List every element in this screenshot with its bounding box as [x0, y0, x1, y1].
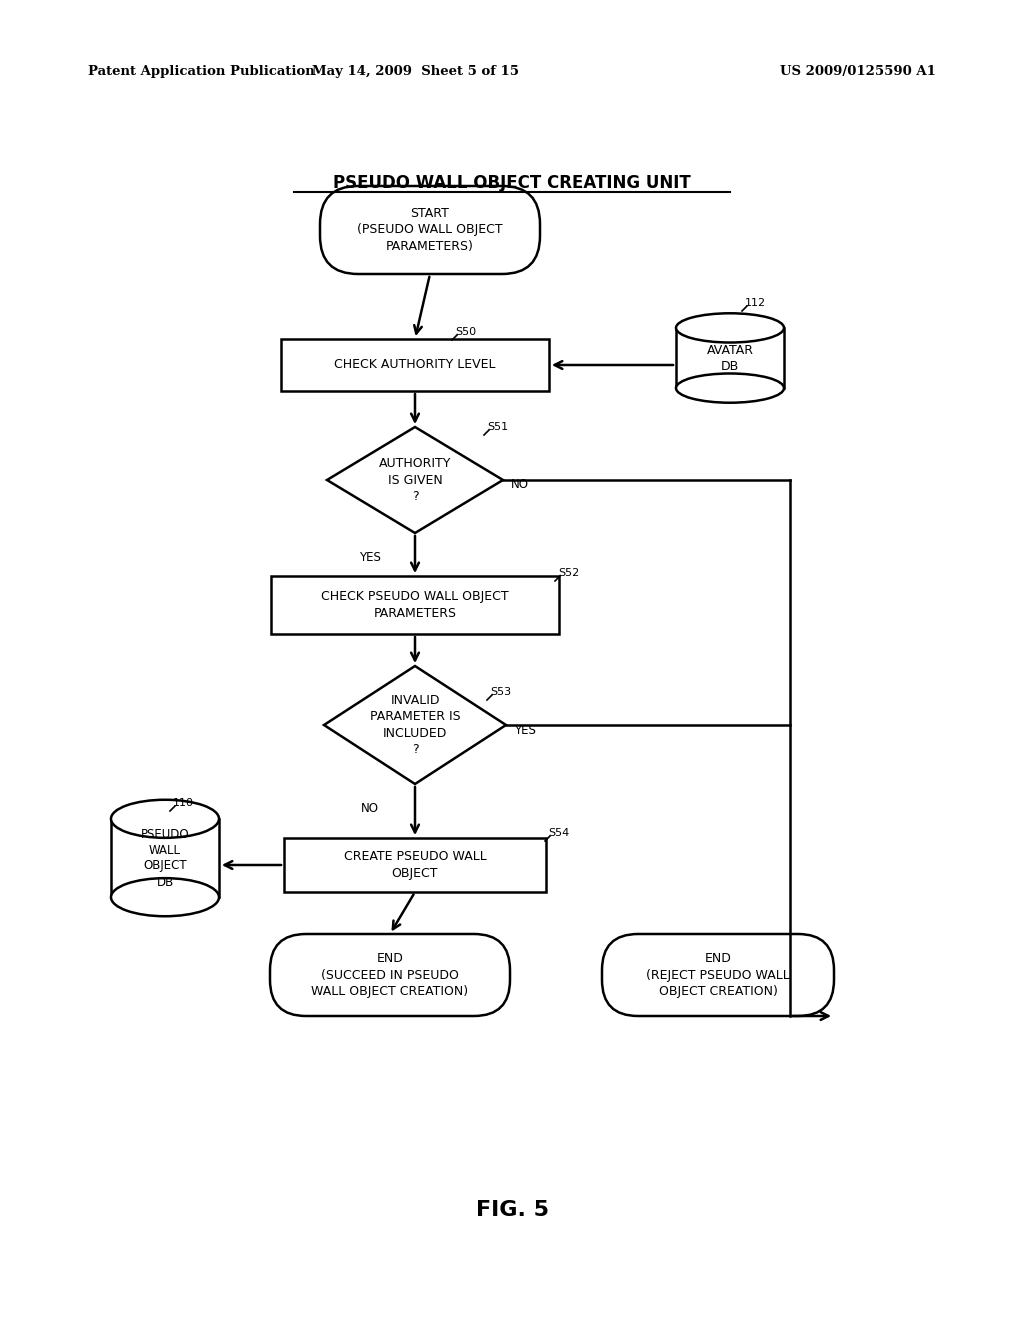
Bar — [284, 838, 546, 892]
Text: S54: S54 — [548, 828, 569, 838]
Ellipse shape — [111, 800, 219, 838]
Ellipse shape — [676, 313, 784, 342]
Text: May 14, 2009  Sheet 5 of 15: May 14, 2009 Sheet 5 of 15 — [311, 66, 518, 78]
Bar — [281, 339, 549, 391]
Text: NO: NO — [511, 479, 529, 491]
Text: PSEUDO
WALL
OBJECT
DB: PSEUDO WALL OBJECT DB — [140, 828, 189, 888]
Polygon shape — [324, 667, 506, 784]
Text: CHECK AUTHORITY LEVEL: CHECK AUTHORITY LEVEL — [334, 359, 496, 371]
Text: AUTHORITY
IS GIVEN
?: AUTHORITY IS GIVEN ? — [379, 457, 452, 503]
Bar — [271, 576, 559, 634]
Text: 112: 112 — [745, 298, 766, 308]
Text: NO: NO — [361, 803, 379, 814]
FancyBboxPatch shape — [602, 935, 834, 1016]
Text: PSEUDO WALL OBJECT CREATING UNIT: PSEUDO WALL OBJECT CREATING UNIT — [333, 174, 691, 191]
Text: END
(REJECT PSEUDO WALL
OBJECT CREATION): END (REJECT PSEUDO WALL OBJECT CREATION) — [646, 952, 790, 998]
Ellipse shape — [111, 878, 219, 916]
Text: AVATAR
DB: AVATAR DB — [707, 343, 754, 372]
Text: S52: S52 — [558, 568, 580, 578]
Polygon shape — [327, 426, 503, 533]
FancyBboxPatch shape — [319, 186, 540, 275]
Text: INVALID
PARAMETER IS
INCLUDED
?: INVALID PARAMETER IS INCLUDED ? — [370, 694, 461, 756]
Ellipse shape — [676, 313, 784, 342]
Text: S50: S50 — [455, 327, 476, 337]
Text: S51: S51 — [487, 422, 508, 432]
Text: YES: YES — [514, 723, 536, 737]
Text: CREATE PSEUDO WALL
OBJECT: CREATE PSEUDO WALL OBJECT — [344, 850, 486, 879]
Bar — [676, 327, 784, 388]
Text: FIG. 5: FIG. 5 — [475, 1200, 549, 1220]
Bar — [111, 818, 219, 898]
Text: END
(SUCCEED IN PSEUDO
WALL OBJECT CREATION): END (SUCCEED IN PSEUDO WALL OBJECT CREAT… — [311, 952, 469, 998]
Ellipse shape — [111, 800, 219, 838]
FancyBboxPatch shape — [270, 935, 510, 1016]
Text: S53: S53 — [490, 686, 511, 697]
Ellipse shape — [676, 374, 784, 403]
Text: US 2009/0125590 A1: US 2009/0125590 A1 — [780, 66, 936, 78]
Text: 110: 110 — [173, 799, 194, 808]
Text: START
(PSEUDO WALL OBJECT
PARAMETERS): START (PSEUDO WALL OBJECT PARAMETERS) — [357, 207, 503, 253]
Text: YES: YES — [359, 550, 381, 564]
Text: CHECK PSEUDO WALL OBJECT
PARAMETERS: CHECK PSEUDO WALL OBJECT PARAMETERS — [322, 590, 509, 620]
Text: Patent Application Publication: Patent Application Publication — [88, 66, 314, 78]
